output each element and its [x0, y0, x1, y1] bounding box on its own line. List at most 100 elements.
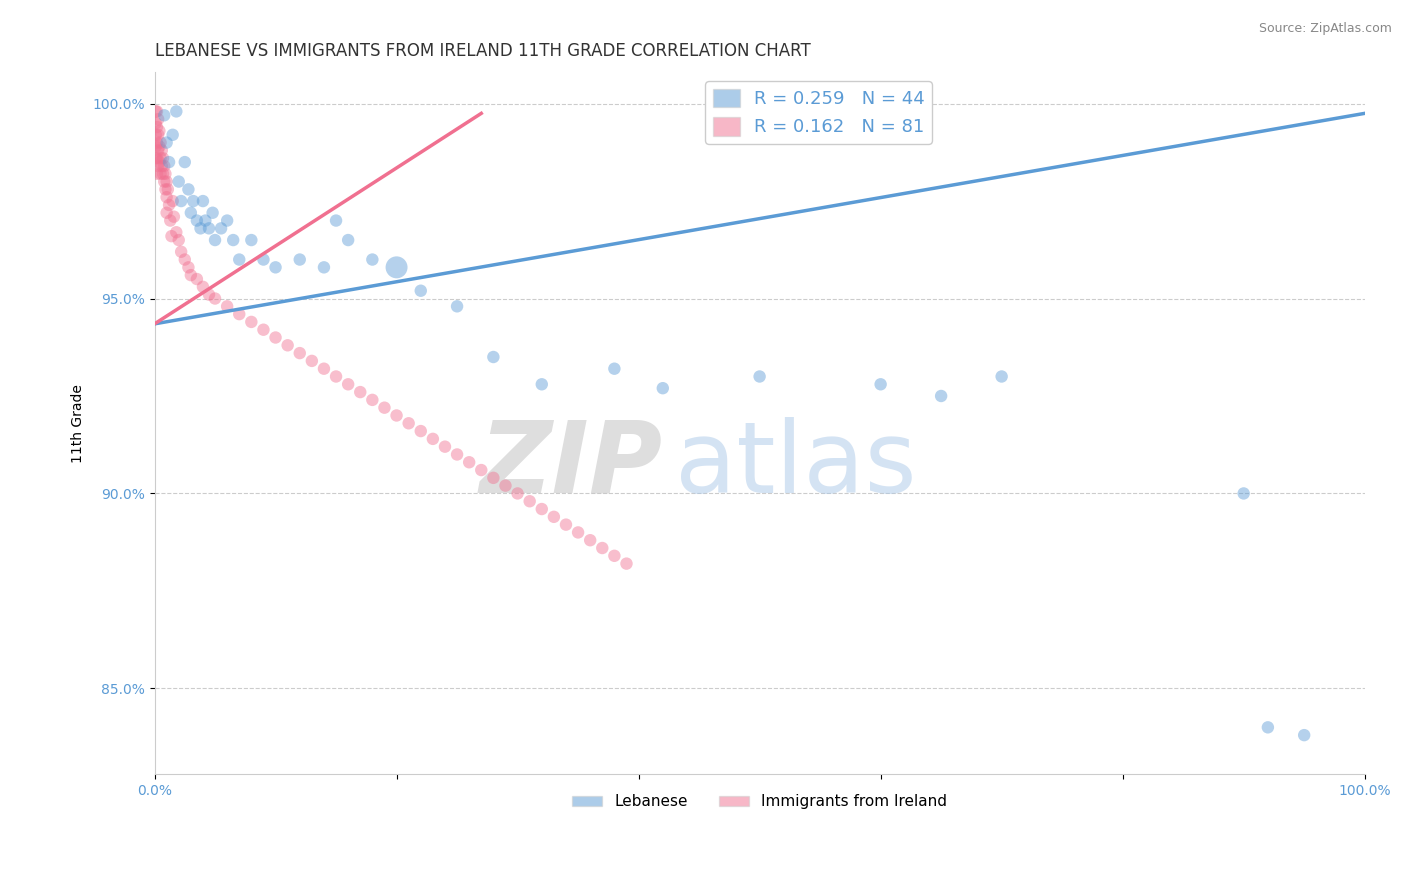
Point [277, 338, 299, 352]
Point [446, 299, 468, 313]
Point [990, 369, 1012, 384]
Text: LEBANESE VS IMMIGRANTS FROM IRELAND 11TH GRADE CORRELATION CHART: LEBANESE VS IMMIGRANTS FROM IRELAND 11TH… [155, 42, 810, 60]
Point [146, 167, 169, 181]
Point [170, 194, 193, 208]
Point [603, 361, 626, 376]
Text: atlas: atlas [675, 417, 917, 514]
Point [146, 144, 169, 158]
Point [146, 104, 169, 119]
Text: Source: ZipAtlas.com: Source: ZipAtlas.com [1258, 22, 1392, 36]
Point [240, 315, 263, 329]
Point [162, 128, 184, 142]
Legend: Lebanese, Immigrants from Ireland: Lebanese, Immigrants from Ireland [565, 789, 953, 815]
Point [173, 155, 195, 169]
Point [162, 194, 184, 208]
Point [433, 440, 456, 454]
Point [204, 233, 226, 247]
Point [579, 533, 602, 548]
Point [145, 151, 167, 165]
Point [146, 120, 169, 134]
Point [157, 198, 180, 212]
Point [149, 151, 172, 165]
Point [190, 221, 212, 235]
Point [173, 252, 195, 267]
Point [312, 260, 335, 275]
Point [146, 151, 169, 165]
Point [156, 175, 179, 189]
Point [252, 323, 274, 337]
Point [264, 330, 287, 344]
Point [148, 155, 170, 169]
Point [165, 225, 187, 239]
Point [337, 233, 360, 247]
Point [495, 478, 517, 492]
Point [616, 557, 638, 571]
Point [240, 233, 263, 247]
Point [530, 377, 553, 392]
Point [163, 210, 186, 224]
Point [228, 252, 250, 267]
Text: ZIP: ZIP [479, 417, 662, 514]
Point [543, 509, 565, 524]
Point [148, 124, 170, 138]
Point [198, 221, 221, 235]
Point [167, 175, 190, 189]
Point [264, 260, 287, 275]
Point [145, 116, 167, 130]
Point [337, 377, 360, 392]
Point [482, 471, 505, 485]
Point [167, 233, 190, 247]
Point [555, 517, 578, 532]
Point [869, 377, 891, 392]
Point [149, 167, 172, 181]
Point [165, 104, 187, 119]
Y-axis label: 11th Grade: 11th Grade [72, 384, 86, 463]
Point [156, 206, 179, 220]
Point [186, 272, 208, 286]
Point [153, 175, 176, 189]
Point [180, 268, 202, 282]
Point [159, 213, 181, 227]
Point [146, 128, 169, 142]
Point [146, 136, 169, 150]
Point [177, 182, 200, 196]
Point [373, 401, 395, 415]
Point [157, 155, 180, 169]
Point [301, 354, 323, 368]
Point [217, 299, 239, 313]
Point [312, 361, 335, 376]
Point [191, 194, 214, 208]
Point [385, 409, 408, 423]
Point [591, 541, 613, 555]
Point [150, 159, 173, 173]
Point [1257, 720, 1279, 734]
Point [191, 280, 214, 294]
Point [153, 159, 176, 173]
Point [228, 307, 250, 321]
Point [361, 252, 384, 267]
Point [148, 139, 170, 153]
Point [170, 244, 193, 259]
Point [398, 417, 420, 431]
Point [152, 151, 174, 165]
Point [1294, 728, 1316, 742]
Point [177, 260, 200, 275]
Point [422, 432, 444, 446]
Point [160, 229, 183, 244]
Point [470, 463, 492, 477]
Point [349, 385, 371, 400]
Point [288, 252, 311, 267]
Point [409, 424, 432, 438]
Point [156, 136, 179, 150]
Point [252, 252, 274, 267]
Point [409, 284, 432, 298]
Point [149, 136, 172, 150]
Point [506, 486, 529, 500]
Point [325, 369, 347, 384]
Point [180, 206, 202, 220]
Point [361, 392, 384, 407]
Point [201, 206, 224, 220]
Point [204, 292, 226, 306]
Point [929, 389, 952, 403]
Point [181, 194, 204, 208]
